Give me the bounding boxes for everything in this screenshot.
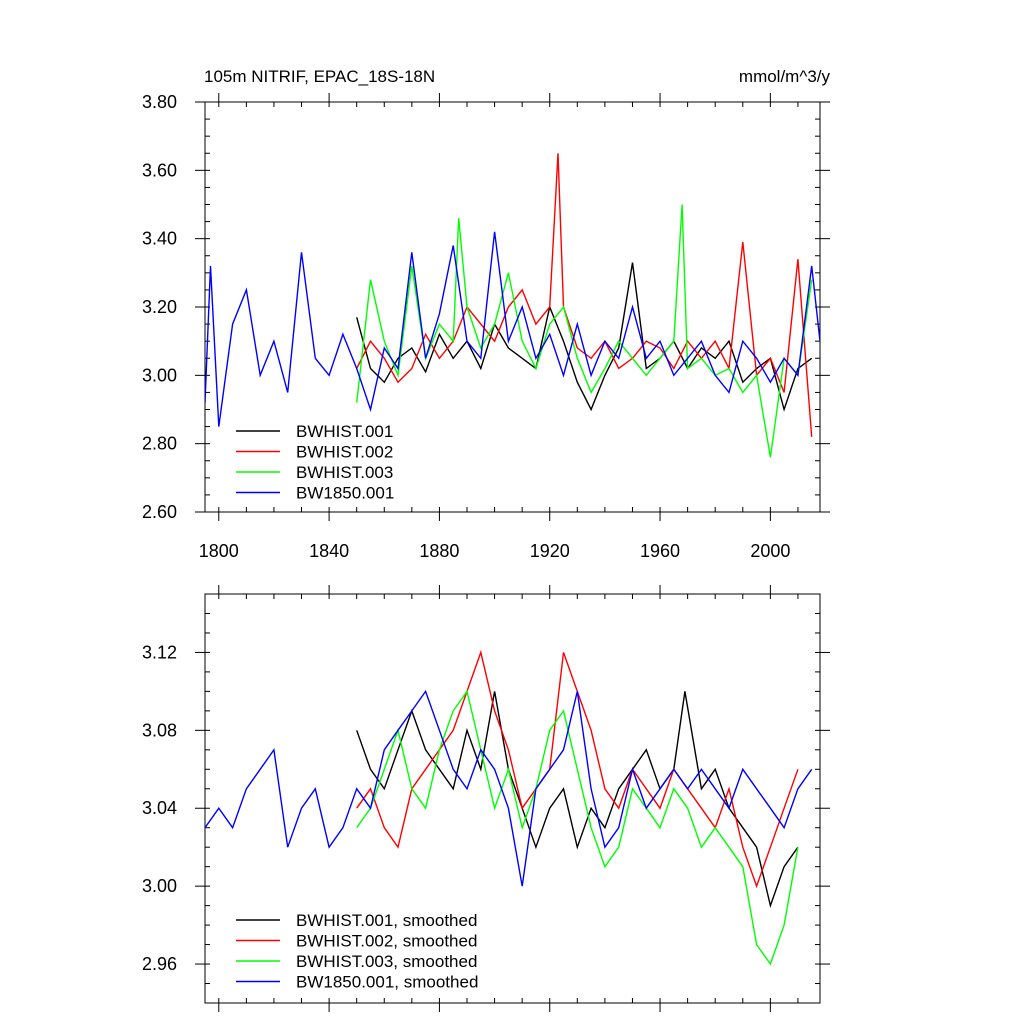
plot-area-bottom: 2.96 3.00 3.04 3.08 3.12 BWHIST.001, smoothed… bbox=[142, 585, 830, 1012]
series-line bbox=[356, 689, 799, 966]
y-tick-label: 2.96 bbox=[142, 954, 177, 974]
y-tick-label: 3.80 bbox=[142, 92, 177, 112]
legend-label: BWHIST.003, smoothed bbox=[296, 952, 477, 971]
series-line bbox=[205, 689, 813, 887]
panel-bottom: 2.96 3.00 3.04 3.08 3.12 BWHIST.001, smoothed… bbox=[142, 585, 830, 1012]
x-tick-label: 1840 bbox=[309, 541, 349, 561]
panel-top: 105m NITRIF, EPAC_18S-18N mmol/m^3/y 180… bbox=[142, 67, 831, 561]
x-tick-label: 2000 bbox=[750, 541, 790, 561]
y-tick-label: 3.60 bbox=[142, 160, 177, 180]
series-line bbox=[356, 153, 813, 437]
plot-frame bbox=[204, 593, 821, 1004]
series-line bbox=[205, 231, 820, 427]
legend-label: BWHIST.001 bbox=[296, 422, 393, 441]
chart-units: mmol/m^3/y bbox=[739, 67, 831, 86]
y-tick-label: 3.40 bbox=[142, 229, 177, 249]
x-tick-label: 1960 bbox=[640, 541, 680, 561]
y-tick-label: 3.00 bbox=[142, 365, 177, 385]
chart-title: 105m NITRIF, EPAC_18S-18N bbox=[204, 67, 435, 86]
legend-label: BW1850.001 bbox=[296, 484, 394, 503]
y-tick-label: 2.80 bbox=[142, 434, 177, 454]
y-tick-label: 3.12 bbox=[142, 642, 177, 662]
series-line bbox=[356, 691, 799, 909]
y-tick-label: 3.08 bbox=[142, 720, 177, 740]
y-tick-label: 2.60 bbox=[142, 502, 177, 522]
legend-label: BWHIST.003 bbox=[296, 463, 393, 482]
y-tick-label: 3.00 bbox=[142, 876, 177, 896]
x-tick-label: 1920 bbox=[530, 541, 570, 561]
legend-label: BWHIST.002, smoothed bbox=[296, 932, 477, 951]
legend-label: BWHIST.001, smoothed bbox=[296, 911, 477, 930]
legend-label: BWHIST.002 bbox=[296, 443, 393, 462]
legend-label: BW1850.001, smoothed bbox=[296, 973, 478, 992]
plot-area-top: 1800 1840 1880 1920 1960 2000 2.60 2.80 3.00 3.20… bbox=[142, 92, 830, 561]
series-line bbox=[356, 204, 813, 458]
x-tick-label: 1800 bbox=[199, 541, 239, 561]
series-line bbox=[356, 262, 813, 412]
y-tick-label: 3.20 bbox=[142, 297, 177, 317]
x-tick-label: 1880 bbox=[419, 541, 459, 561]
y-tick-label: 3.04 bbox=[142, 798, 177, 818]
